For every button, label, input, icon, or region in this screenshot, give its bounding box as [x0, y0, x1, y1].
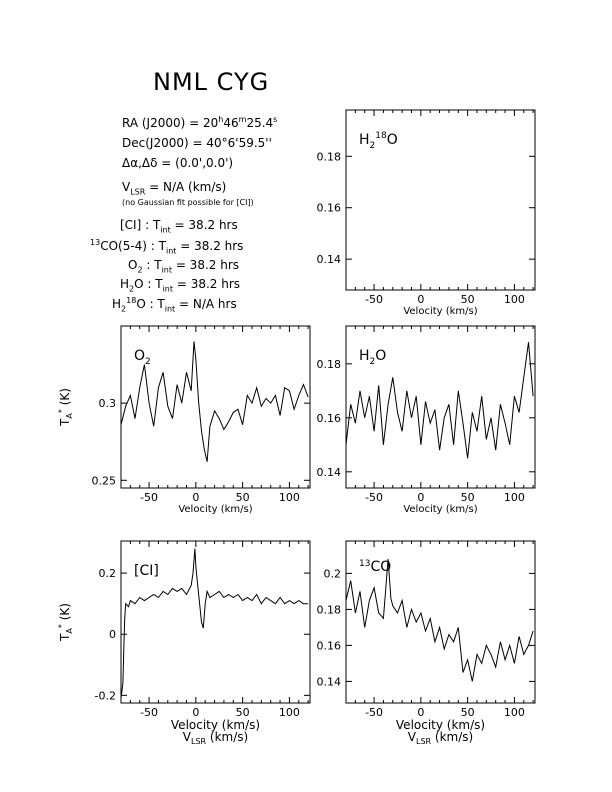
- x-tick-label: 0: [192, 491, 199, 504]
- spectrum-line: [120, 341, 309, 462]
- y-axis-label: TA* (K): [57, 603, 74, 642]
- x-tick-label: 50: [236, 491, 250, 504]
- spectrum-line: [120, 548, 309, 699]
- x-tick-label: 100: [504, 293, 525, 306]
- y-tick-label: 0.2: [324, 567, 342, 580]
- ra-hours: 20: [203, 116, 219, 130]
- dec-line: Dec(J2000) = 40°6'59.5'': [122, 136, 272, 150]
- x-axis-label: Velocity (km/s): [178, 504, 252, 515]
- y-tick-label: 0.16: [317, 412, 342, 425]
- offset-line: Δα,Δδ = (0.0',0.0'): [122, 156, 234, 170]
- x-axis-label: VLSR (km/s): [408, 730, 473, 746]
- dec-label: Dec(J2000) =: [122, 136, 203, 150]
- spectrum-panel: -50 0 50 100 0.14 0.16 0.18 Velocity (km/s) H2O: [317, 325, 536, 515]
- x-tick-label: -50: [365, 293, 383, 306]
- page-title: NML CYG: [153, 68, 270, 96]
- y-tick-label: 0.14: [317, 253, 342, 266]
- x-axis-label: Velocity (km/s): [403, 504, 477, 515]
- integration-time-row: 13CO(5-4) : Tint = 38.2 hrs: [90, 238, 244, 256]
- y-tick-label: 0.14: [317, 675, 342, 688]
- species-label: [CI]: [134, 563, 159, 579]
- x-axis-label: Velocity (km/s): [403, 306, 477, 317]
- y-axis-label: TA* (K): [57, 388, 74, 427]
- integration-time-row: H218O : Tint = N/A hrs: [112, 296, 237, 314]
- species-label: H2O: [359, 348, 386, 367]
- spectrum-line: [345, 342, 534, 459]
- plot-frame: [345, 325, 536, 489]
- ra-line: RA (J2000) = 20h46m25.4s: [122, 115, 278, 130]
- x-tick-label: 100: [504, 706, 525, 719]
- header-block: NML CYG RA (J2000) = 20h46m25.4s Dec(J20…: [0, 0, 612, 320]
- species-label: O2: [134, 348, 151, 367]
- x-tick-label: 0: [192, 706, 199, 719]
- integration-time-row: H2O : Tint = 38.2 hrs: [120, 277, 241, 294]
- x-axis-label: Velocity (km/s): [396, 718, 485, 732]
- vlsr-value: = N/A (km/s): [149, 180, 227, 194]
- spectrum-panel: -50 0 50 100 0.14 0.16 0.18 0.2 Velocity (km/s)V…: [317, 540, 536, 746]
- species-label: H218O: [359, 131, 398, 151]
- x-tick-label: -50: [365, 491, 383, 504]
- spectrum-panel: -50 0 50 100 -0.2 0 0.2 Velocity (km/s)VLSR (km…: [57, 540, 311, 746]
- y-tick-label: -0.2: [95, 689, 116, 702]
- y-tick-label: 0.16: [317, 202, 342, 215]
- plot-frame: [345, 109, 536, 291]
- x-tick-label: 100: [279, 491, 300, 504]
- species-label: 13CO: [359, 559, 391, 575]
- y-tick-label: 0.14: [317, 466, 342, 479]
- y-tick-label: 0.18: [317, 150, 342, 163]
- vlsr-note: (no Gaussian fit possible for [CI]): [122, 198, 254, 207]
- plot-frame: [345, 540, 536, 704]
- x-tick-label: 50: [461, 491, 475, 504]
- spectrum-line: [345, 558, 534, 682]
- x-tick-label: 0: [417, 706, 424, 719]
- x-tick-label: 50: [461, 706, 475, 719]
- x-tick-label: -50: [140, 491, 158, 504]
- x-tick-label: -50: [365, 706, 383, 719]
- ra-minutes: 46: [223, 116, 239, 130]
- y-tick-label: 0.18: [317, 603, 342, 616]
- integration-time-row: [CI] : Tint = 38.2 hrs: [120, 218, 238, 235]
- y-tick-label: 0.25: [92, 474, 117, 487]
- x-tick-label: 0: [417, 293, 424, 306]
- dec-value: 40°6'59.5'': [206, 136, 272, 150]
- spectrum-panel: -50 0 50 100 0.25 0.3 Velocity (km/s) TA* (K) O2: [57, 325, 311, 515]
- x-tick-label: 100: [279, 706, 300, 719]
- y-tick-label: 0: [109, 628, 116, 641]
- x-tick-label: 100: [504, 491, 525, 504]
- y-tick-label: 0.2: [99, 567, 117, 580]
- x-axis-label: Velocity (km/s): [171, 718, 260, 732]
- ra-label: RA (J2000) =: [122, 116, 200, 130]
- y-tick-label: 0.16: [317, 639, 342, 652]
- vlsr-line: VLSR = N/A (km/s): [122, 180, 227, 197]
- plot-frame: [120, 325, 311, 489]
- x-axis-label: VLSR (km/s): [183, 730, 248, 746]
- x-tick-label: 50: [236, 706, 250, 719]
- ra-seconds: 25.4: [246, 116, 274, 130]
- x-tick-label: -50: [140, 706, 158, 719]
- x-tick-label: 50: [461, 293, 475, 306]
- plot-frame: [120, 540, 311, 704]
- integration-time-row: O2 : Tint = 38.2 hrs: [128, 258, 240, 275]
- y-tick-label: 0.3: [99, 397, 117, 410]
- x-tick-label: 0: [417, 491, 424, 504]
- spectrum-panel: -50 0 50 100 0.14 0.16 0.18 Velocity (km/s) H218…: [317, 109, 536, 317]
- y-tick-label: 0.18: [317, 358, 342, 371]
